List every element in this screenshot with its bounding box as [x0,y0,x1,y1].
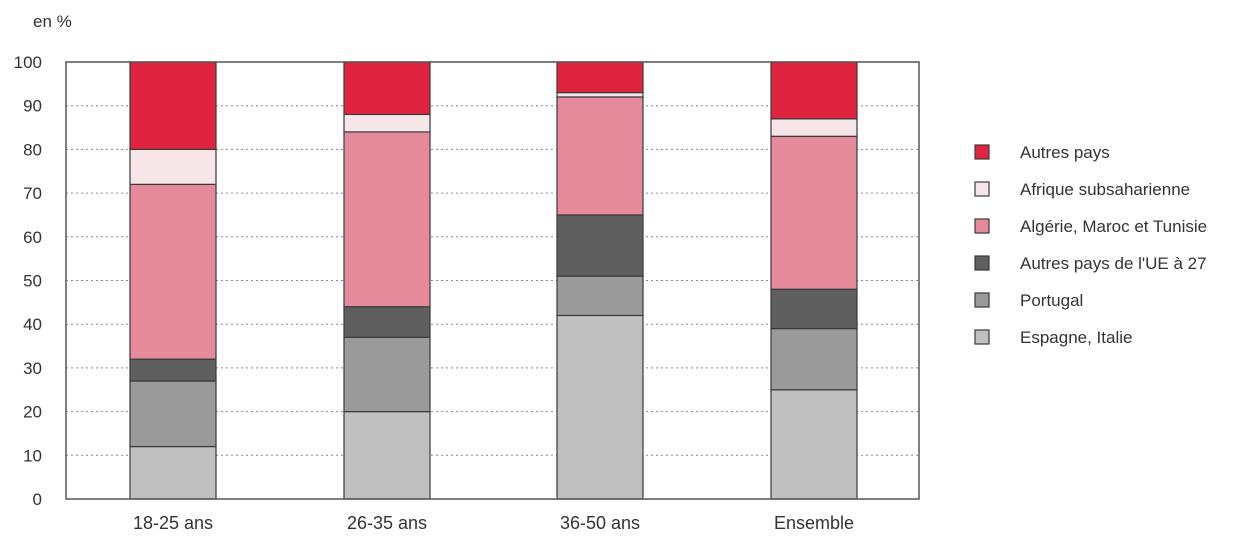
legend-swatch [974,292,990,308]
y-tick-label: 60 [23,228,42,247]
y-tick-label: 70 [23,184,42,203]
bar-segment [556,275,644,317]
legend: Autres pays Afrique subsaharienne Algérie,… [974,143,1207,347]
y-axis-ticks: 0 10 20 30 40 50 60 70 80 90 100 [14,53,42,509]
x-tick-label: 26-35 ans [347,513,427,533]
y-tick-label: 10 [23,446,42,465]
legend-swatch [974,255,990,271]
bar-segment [343,336,431,413]
bar-segment [343,306,431,338]
legend-label: Autres pays [1020,143,1110,162]
y-tick-label: 80 [23,140,42,159]
bar-segment [770,327,858,391]
legend-label: Algérie, Maroc et Tunisie [1020,217,1207,236]
legend-label: Espagne, Italie [1020,328,1132,347]
bar-segment [343,411,431,500]
y-tick-label: 50 [23,272,42,291]
bar-segment [129,445,217,500]
y-unit-label: en % [33,12,72,31]
bar-segment [343,131,431,308]
x-tick-label: 36-50 ans [560,513,640,533]
bar-segment [129,61,217,151]
bar-segment [129,380,217,448]
legend-label: Portugal [1020,291,1083,310]
legend-swatch [974,329,990,345]
bar-segment [770,288,858,330]
x-axis-ticks: 18-25 ans 26-35 ans 36-50 ans Ensemble [133,513,854,533]
bar-segment [129,148,217,185]
x-tick-label: Ensemble [774,513,854,533]
y-tick-label: 90 [23,97,42,116]
bar-segment [770,135,858,290]
y-tick-label: 100 [14,53,42,72]
bar-segment [129,358,217,382]
y-tick-label: 0 [33,490,42,509]
bar-segment [556,61,644,94]
bar-segment [770,61,858,120]
legend-label: Autres pays de l'UE à 27 [1020,254,1207,273]
bar-segment [343,61,431,116]
legend-swatch [974,144,990,160]
bar-segment [556,91,644,98]
bar-segment [770,389,858,500]
bar-segment [556,314,644,500]
legend-label: Afrique subsaharienne [1020,180,1190,199]
plot-frame [65,61,920,500]
y-tick-label: 30 [23,359,42,378]
y-tick-label: 20 [23,403,42,422]
legend-swatch [974,218,990,234]
bar-segment [770,118,858,137]
x-tick-label: 18-25 ans [133,513,213,533]
bar-segment [556,96,644,216]
bar-segment [129,183,217,360]
bar-segment [343,113,431,133]
y-tick-label: 40 [23,315,42,334]
bar-segment [556,214,644,277]
legend-swatch [974,181,990,197]
bars [129,61,858,500]
